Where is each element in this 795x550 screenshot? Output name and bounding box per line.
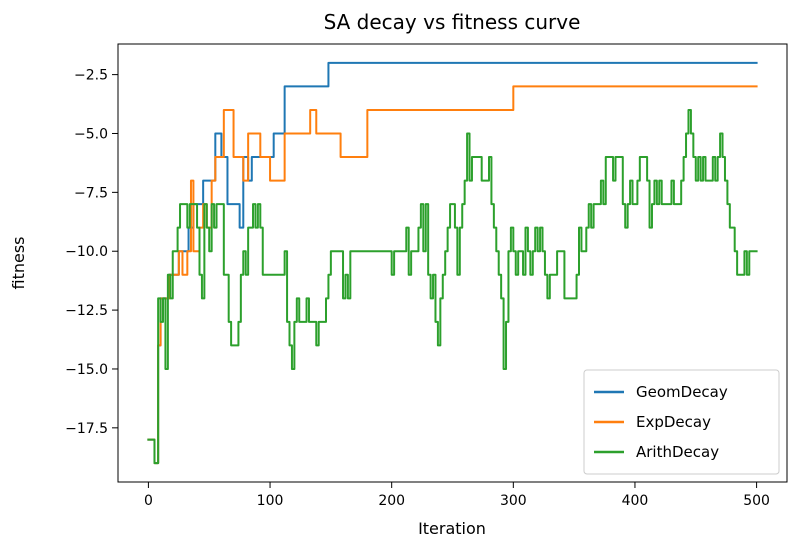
y-tick-label: −17.5: [65, 421, 108, 437]
plot-frame: [117, 43, 788, 483]
legend-label-0: GeomDecay: [636, 383, 728, 401]
x-axis: 0 100 200 300 400 500: [144, 482, 770, 509]
series-layer: [147, 61, 758, 465]
legend-label-1: ExpDecay: [636, 413, 711, 431]
legend: GeomDecay ExpDecay ArithDecay: [583, 369, 780, 475]
x-axis-label: Iteration: [418, 519, 486, 538]
y-tick-label: −2.5: [74, 68, 108, 84]
x-tick-label: 300: [500, 493, 527, 509]
y-axis: −2.5 −5.0 −7.5 −10.0 −12.5 −15.0 −17.5: [65, 68, 118, 437]
y-tick-label: −7.5: [74, 185, 108, 201]
series-line-2: [147, 108, 758, 465]
legend-label-2: ArithDecay: [636, 443, 719, 461]
x-tick-label: 200: [378, 493, 405, 509]
y-tick-label: −5.0: [74, 126, 108, 142]
y-tick-label: −12.5: [65, 303, 108, 319]
y-tick-label: −10.0: [65, 244, 108, 260]
y-axis-label: fitness: [9, 236, 28, 289]
x-tick-label: 100: [257, 493, 284, 509]
x-tick-label: 0: [144, 493, 153, 509]
x-tick-label: 500: [743, 493, 770, 509]
legend-box: [583, 369, 780, 475]
x-tick-label: 400: [622, 493, 649, 509]
chart-title: SA decay vs fitness curve: [324, 10, 581, 34]
y-tick-label: −15.0: [65, 362, 108, 378]
series-line-1: [147, 85, 758, 465]
